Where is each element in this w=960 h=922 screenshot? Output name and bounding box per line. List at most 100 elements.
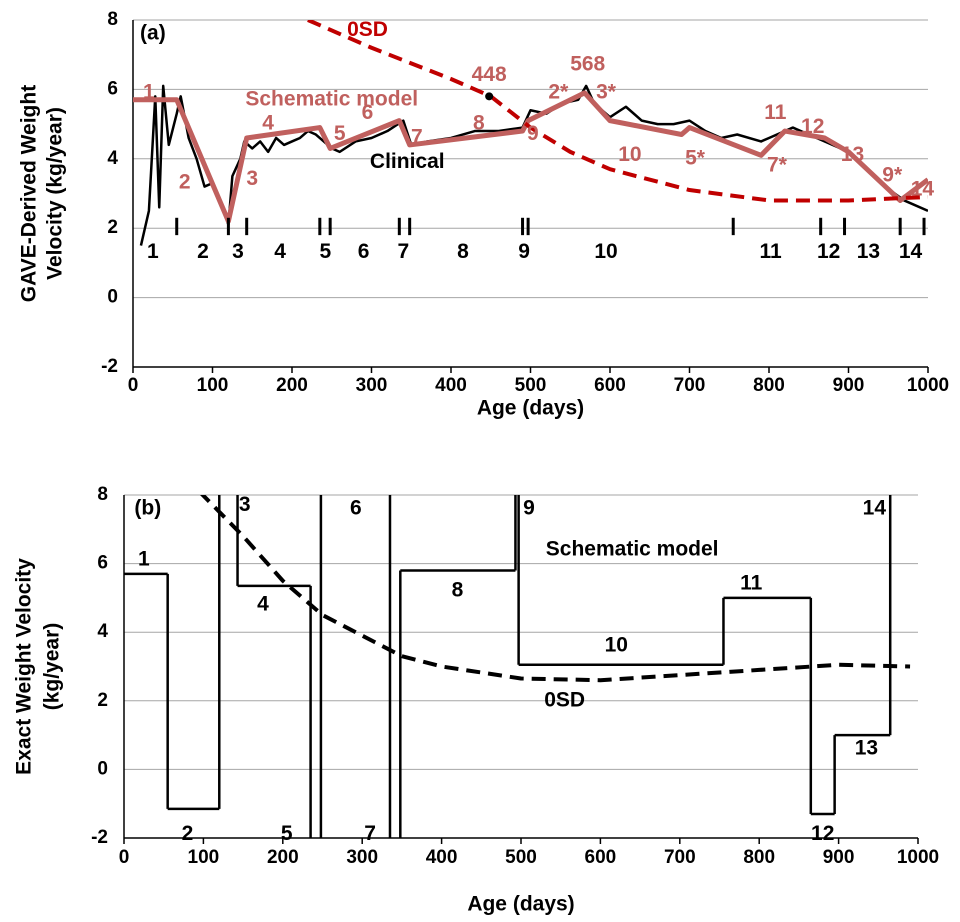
annotation: 568 (570, 53, 605, 76)
segment-label: 13 (855, 736, 878, 759)
segment-label: 3 (232, 240, 244, 263)
x-tick-label: 1000 (897, 847, 939, 868)
series-label: Clinical (370, 150, 445, 173)
x-axis-title: Age (days) (477, 397, 584, 420)
annotation: 11 (764, 101, 787, 124)
segment-label: 11 (759, 240, 782, 263)
y-tick-label: 8 (107, 9, 118, 30)
x-tick-label: 300 (346, 847, 378, 868)
segment-label: 12 (811, 822, 834, 845)
segment-label: 3 (239, 493, 251, 516)
series-label: 0SD (544, 688, 585, 711)
segment-label: 7 (364, 822, 376, 845)
series-line (307, 20, 928, 203)
y-tick-label: 6 (107, 78, 118, 99)
x-tick-label: 500 (515, 375, 547, 396)
segment-label: 10 (594, 240, 617, 263)
x-tick-label: 800 (753, 375, 785, 396)
annotation: 3 (246, 167, 258, 190)
x-tick-label: 700 (674, 375, 706, 396)
series-line (139, 84, 928, 246)
segment-label: 1 (138, 548, 150, 571)
segment-label: 14 (899, 240, 923, 263)
x-tick-label: 900 (823, 847, 855, 868)
annotation: 13 (841, 143, 864, 166)
segment-label: 1 (147, 240, 159, 263)
x-tick-label: 200 (267, 847, 299, 868)
segment-label: 6 (350, 496, 362, 519)
x-tick-label: 700 (664, 847, 696, 868)
series-line (199, 495, 911, 683)
y-axis-title: (kg/year) (41, 623, 64, 711)
y-tick-label: 0 (97, 758, 108, 779)
panel-label: (a) (140, 21, 166, 44)
y-tick-label: -2 (101, 356, 118, 377)
x-tick-label: 1000 (907, 375, 949, 396)
segment-label: 9 (523, 496, 535, 519)
annotation: 12 (801, 115, 824, 138)
segment-label: 11 (740, 572, 763, 595)
segment-label: 9 (518, 240, 530, 263)
segment-label: 12 (817, 240, 840, 263)
y-axis-title: Exact Weight Velocity (13, 558, 36, 775)
x-axis-title: Age (days) (467, 893, 574, 916)
y-tick-label: 8 (97, 484, 108, 505)
segment-label: 4 (257, 592, 269, 615)
annotation: 7 (411, 126, 423, 149)
x-tick-label: 0 (128, 375, 139, 396)
annotation: 5 (334, 122, 346, 145)
annotation: 3* (596, 80, 617, 103)
y-tick-label: 2 (107, 217, 118, 238)
x-tick-label: 100 (197, 375, 229, 396)
annotation: 8 (473, 112, 485, 135)
annotation: 9 (527, 122, 539, 145)
annotation: 1 (143, 80, 155, 103)
annotation: 5* (685, 146, 706, 169)
segment-label: 5 (320, 240, 332, 263)
x-tick-label: 500 (505, 847, 537, 868)
y-tick-label: -2 (91, 827, 108, 848)
segment-label: 7 (397, 240, 409, 263)
y-tick-label: 6 (97, 553, 108, 574)
annotation: 14 (911, 178, 935, 201)
annotation: 9* (882, 164, 903, 187)
panel-label: (b) (134, 496, 161, 519)
plot-area (124, 495, 911, 838)
y-tick-label: 2 (97, 690, 108, 711)
segment-label: 8 (452, 579, 464, 602)
y-axis-title: Velocity (kg/year) (44, 107, 67, 280)
segment-label: 10 (605, 633, 628, 656)
segment-label: 2 (182, 822, 194, 845)
marker (485, 92, 494, 101)
marker-label: 448 (472, 63, 507, 86)
segment-label: 2 (197, 240, 209, 263)
y-tick-label: 4 (107, 148, 118, 169)
series-line (133, 90, 928, 224)
segment-label: 14 (863, 496, 887, 519)
x-tick-label: 900 (833, 375, 865, 396)
x-tick-label: 100 (188, 847, 220, 868)
segment-label: 8 (457, 240, 469, 263)
x-tick-label: 800 (743, 847, 775, 868)
annotation: 2* (548, 80, 569, 103)
annotation: 2 (179, 171, 191, 194)
x-tick-label: 400 (435, 375, 467, 396)
x-tick-label: 200 (276, 375, 308, 396)
series-label: Schematic model (245, 87, 418, 110)
y-tick-label: 4 (97, 621, 108, 642)
annotation: 6 (362, 101, 374, 124)
y-axis-title: GAVE-Derived Weight (18, 85, 41, 302)
segment-label: 6 (358, 240, 370, 263)
annotation: 10 (618, 143, 641, 166)
x-tick-label: 300 (356, 375, 388, 396)
annotation: 4 (262, 112, 274, 135)
segment-label: 13 (857, 240, 880, 263)
x-tick-label: 600 (585, 847, 617, 868)
x-tick-label: 400 (426, 847, 458, 868)
plot-area (133, 20, 928, 246)
series-label: 0SD (347, 18, 388, 41)
segment-label: 5 (281, 822, 293, 845)
series-label: Schematic model (546, 537, 719, 560)
segment-label: 4 (274, 240, 286, 263)
